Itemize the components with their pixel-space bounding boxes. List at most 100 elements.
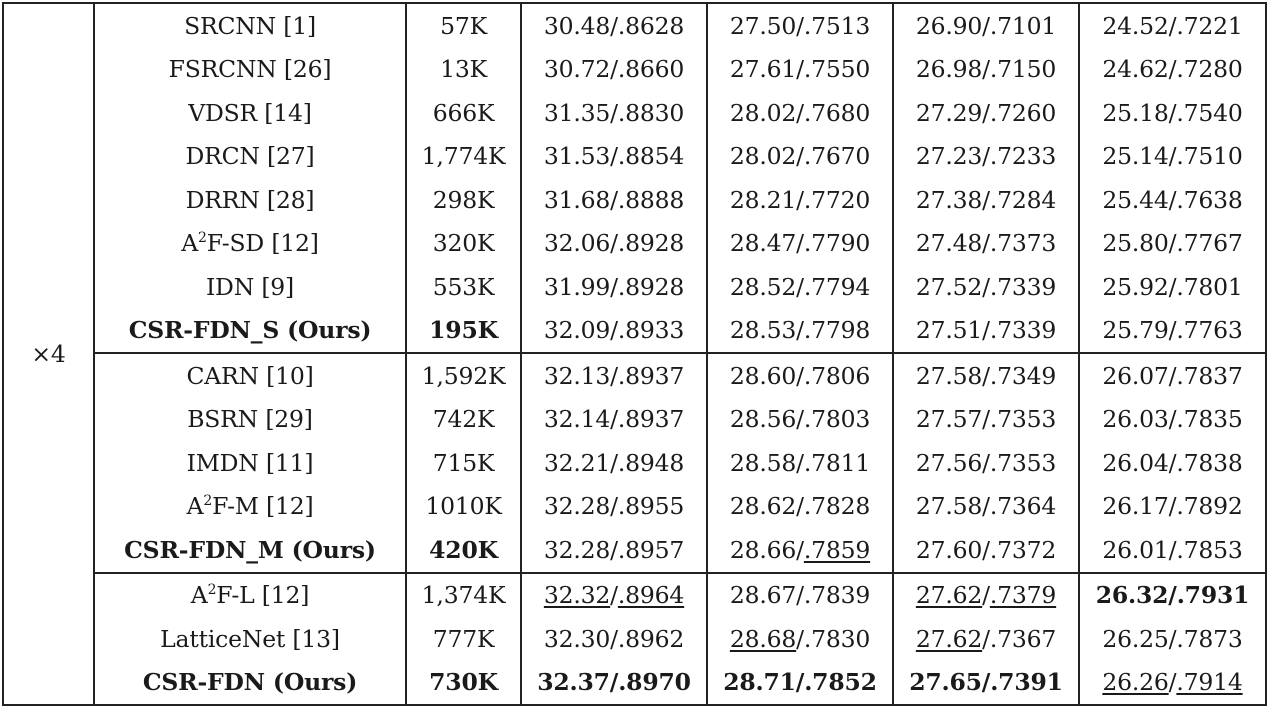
metric-cell: 31.35/.8830 [520,91,708,135]
method-name: FSRCNN [26] [93,47,407,91]
table-row: CSR-FDN_S (Ours) 195K 32.09/.8933 28.53/… [3,308,1267,353]
param-count: 715K [405,441,522,485]
param-count: 1,374K [405,571,522,617]
param-count: 666K [405,91,522,135]
metric-cell: 27.48/.7373 [892,221,1080,265]
param-count: 1,774K [405,134,522,178]
method-name: VDSR [14] [93,91,407,135]
metric-cell: 28.56/.7803 [706,397,894,441]
param-count: 320K [405,221,522,265]
metric-cell: 27.58/.7364 [892,484,1080,528]
metric-cell: 32.06/.8928 [520,221,708,265]
metric-cell: 26.17/.7892 [1078,484,1267,528]
table-row: A2F-SD [12] 320K 32.06/.8928 28.47/.7790… [3,221,1267,265]
method-name: IDN [9] [93,265,407,309]
metric-cell: 31.53/.8854 [520,134,708,178]
metric-cell: 32.09/.8933 [520,308,708,353]
metric-cell: 28.68/.7830 [706,617,894,661]
metric-cell: 26.32/.7931 [1078,571,1267,617]
metric-cell: 32.37/.8970 [520,660,708,706]
metric-cell: 27.38/.7284 [892,178,1080,222]
metric-cell: 28.02/.7680 [706,91,894,135]
table-row: DRRN [28] 298K 31.68/.8888 28.21/.7720 2… [3,178,1267,222]
param-count: 298K [405,178,522,222]
method-name: A2F-L [12] [93,571,407,617]
metric-cell: 32.32/.8964 [520,571,708,617]
metric-cell: 28.71/.7852 [706,660,894,706]
metric-cell: 32.28/.8957 [520,528,708,573]
metric-cell: 27.51/.7339 [892,308,1080,353]
metric-cell: 28.60/.7806 [706,352,894,398]
method-name: A2F-SD [12] [93,221,407,265]
metric-cell: 27.29/.7260 [892,91,1080,135]
metric-cell: 27.65/.7391 [892,660,1080,706]
table-row: LatticeNet [13] 777K 32.30/.8962 28.68/.… [3,617,1267,661]
metric-cell: 27.57/.7353 [892,397,1080,441]
method-name: CSR-FDN (Ours) [93,660,407,706]
metric-cell: 26.03/.7835 [1078,397,1267,441]
metric-cell: 32.30/.8962 [520,617,708,661]
metric-cell: 27.60/.7372 [892,528,1080,573]
metric-cell: 28.47/.7790 [706,221,894,265]
metric-cell: 31.68/.8888 [520,178,708,222]
metric-cell: 28.52/.7794 [706,265,894,309]
table-row: IDN [9] 553K 31.99/.8928 28.52/.7794 27.… [3,265,1267,309]
method-name: SRCNN [1] [93,2,407,48]
metric-cell: 32.21/.8948 [520,441,708,485]
metric-cell: 26.90/.7101 [892,2,1080,48]
metric-cell: 25.18/.7540 [1078,91,1267,135]
metric-cell: 28.02/.7670 [706,134,894,178]
metric-cell: 28.21/.7720 [706,178,894,222]
method-name: DRRN [28] [93,178,407,222]
metric-cell: 26.25/.7873 [1078,617,1267,661]
metric-cell: 26.04/.7838 [1078,441,1267,485]
table-row: FSRCNN [26] 13K 30.72/.8660 27.61/.7550 … [3,47,1267,91]
method-name: A2F-M [12] [93,484,407,528]
param-count: 1010K [405,484,522,528]
metric-cell: 27.58/.7349 [892,352,1080,398]
param-count: 742K [405,397,522,441]
param-count: 195K [405,308,522,353]
metric-cell: 28.53/.7798 [706,308,894,353]
metric-cell: 30.72/.8660 [520,47,708,91]
param-count: 420K [405,528,522,573]
metric-cell: 25.44/.7638 [1078,178,1267,222]
method-name: CSR-FDN_M (Ours) [93,528,407,573]
table-row: A2F-L [12] 1,374K 32.32/.8964 28.67/.783… [3,571,1267,617]
metric-cell: 27.56/.7353 [892,441,1080,485]
metric-cell: 28.67/.7839 [706,571,894,617]
metric-cell: 26.26/.7914 [1078,660,1267,706]
param-count: 1,592K [405,352,522,398]
metric-cell: 31.99/.8928 [520,265,708,309]
metric-cell: 25.92/.7801 [1078,265,1267,309]
table-row: BSRN [29] 742K 32.14/.8937 28.56/.7803 2… [3,397,1267,441]
param-count: 730K [405,660,522,706]
method-name: BSRN [29] [93,397,407,441]
metric-cell: 30.48/.8628 [520,2,708,48]
table-row: CSR-FDN (Ours) 730K 32.37/.8970 28.71/.7… [3,660,1267,706]
table-row: CSR-FDN_M (Ours) 420K 32.28/.8957 28.66/… [3,528,1267,573]
metric-cell: 25.79/.7763 [1078,308,1267,353]
table-row: CARN [10] 1,592K 32.13/.8937 28.60/.7806… [3,352,1267,398]
metric-cell: 27.50/.7513 [706,2,894,48]
table-row: VDSR [14] 666K 31.35/.8830 28.02/.7680 2… [3,91,1267,135]
param-count: 13K [405,47,522,91]
metric-cell: 24.62/.7280 [1078,47,1267,91]
metric-cell: 32.14/.8937 [520,397,708,441]
method-name: IMDN [11] [93,441,407,485]
metric-cell: 27.62/.7379 [892,571,1080,617]
metric-cell: 27.62/.7367 [892,617,1080,661]
metric-cell: 28.58/.7811 [706,441,894,485]
method-name: CARN [10] [93,352,407,398]
metric-cell: 25.14/.7510 [1078,134,1267,178]
table-row: A2F-M [12] 1010K 32.28/.8955 28.62/.7828… [3,484,1267,528]
metric-cell: 32.28/.8955 [520,484,708,528]
metric-cell: 28.66/.7859 [706,528,894,573]
metric-cell: 25.80/.7767 [1078,221,1267,265]
metric-cell: 27.23/.7233 [892,134,1080,178]
metric-cell: 26.98/.7150 [892,47,1080,91]
metric-cell: 26.07/.7837 [1078,352,1267,398]
